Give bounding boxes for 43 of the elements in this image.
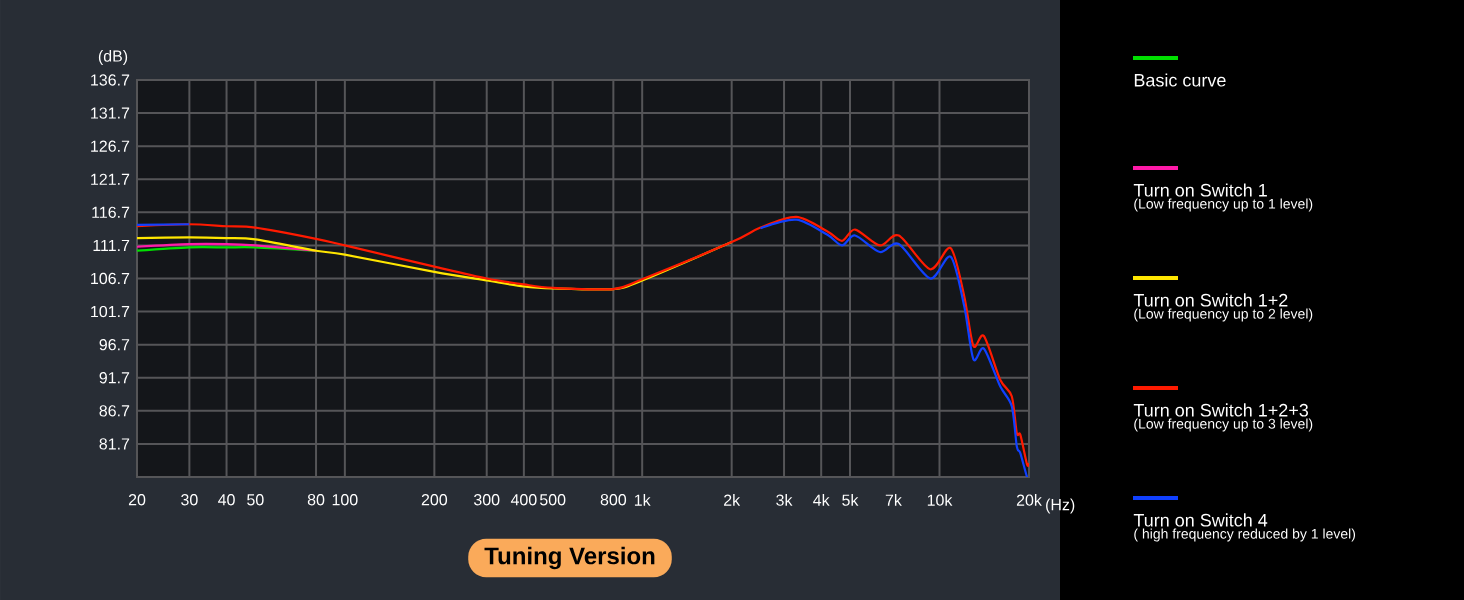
x-tick-label: 500	[539, 494, 566, 506]
y-tick-label: 136.7	[91, 74, 130, 86]
text: (Low frequency up to 3 level)	[1134, 418, 1313, 432]
text: ( high frequency reduced by 1 level)	[1134, 528, 1356, 542]
x-tick-label: 7k	[885, 494, 902, 506]
y-axis-title: (dB)	[98, 50, 128, 65]
legend-label: Turn on Switch 4	[1133, 513, 1268, 527]
legend-label: Turn on Switch 1	[1133, 183, 1267, 197]
text: (Low frequency up to 1 level)	[1134, 198, 1313, 212]
x-tick-label: 2k	[724, 494, 741, 506]
x-tick-label: 80	[307, 494, 325, 506]
y-tick-label: 131.7	[91, 107, 130, 119]
y-tick-label: 96.7	[99, 339, 130, 351]
y-tick-label: 121.7	[91, 173, 130, 185]
y-tick-label: 126.7	[91, 140, 130, 152]
x-tick-label: 100	[332, 494, 358, 506]
x-tick-label: 1k	[634, 494, 651, 506]
x-tick-label: 30	[181, 494, 198, 506]
x-tick-label: 200	[421, 494, 448, 506]
x-tick-label: 400	[510, 494, 537, 506]
legend-label: Basic curve	[1134, 73, 1226, 87]
legend-label: Turn on Switch 1+2	[1133, 293, 1288, 307]
x-tick-label: 800	[600, 494, 627, 506]
y-tick-label: 116.7	[92, 206, 130, 218]
y-tick-label: 86.7	[99, 405, 130, 417]
text: (Low frequency up to 2 level)	[1134, 308, 1313, 322]
x-tick-label: 3k	[776, 494, 793, 506]
x-tick-label: 50	[247, 494, 264, 506]
x-tick-label: 300	[473, 494, 500, 506]
text: Tuning Version	[484, 546, 655, 570]
x-axis-title: (Hz)	[1046, 498, 1075, 514]
x-tick-label: 10k	[927, 494, 953, 506]
x-tick-label: 20	[128, 494, 146, 506]
y-tick-label: 91.7	[99, 372, 130, 384]
x-tick-label: 5k	[842, 494, 859, 506]
y-tick-label: 81.7	[99, 438, 130, 450]
y-tick-label: 101.7	[91, 305, 130, 318]
y-tick-label: 106.7	[91, 272, 130, 285]
legend-label: Turn on Switch 1+2+3	[1133, 403, 1309, 417]
x-tick-label: 4k	[813, 494, 830, 506]
y-tick-label: 111.7	[93, 239, 130, 251]
x-tick-label: 20k	[1016, 494, 1042, 506]
x-tick-label: 40	[218, 494, 235, 506]
